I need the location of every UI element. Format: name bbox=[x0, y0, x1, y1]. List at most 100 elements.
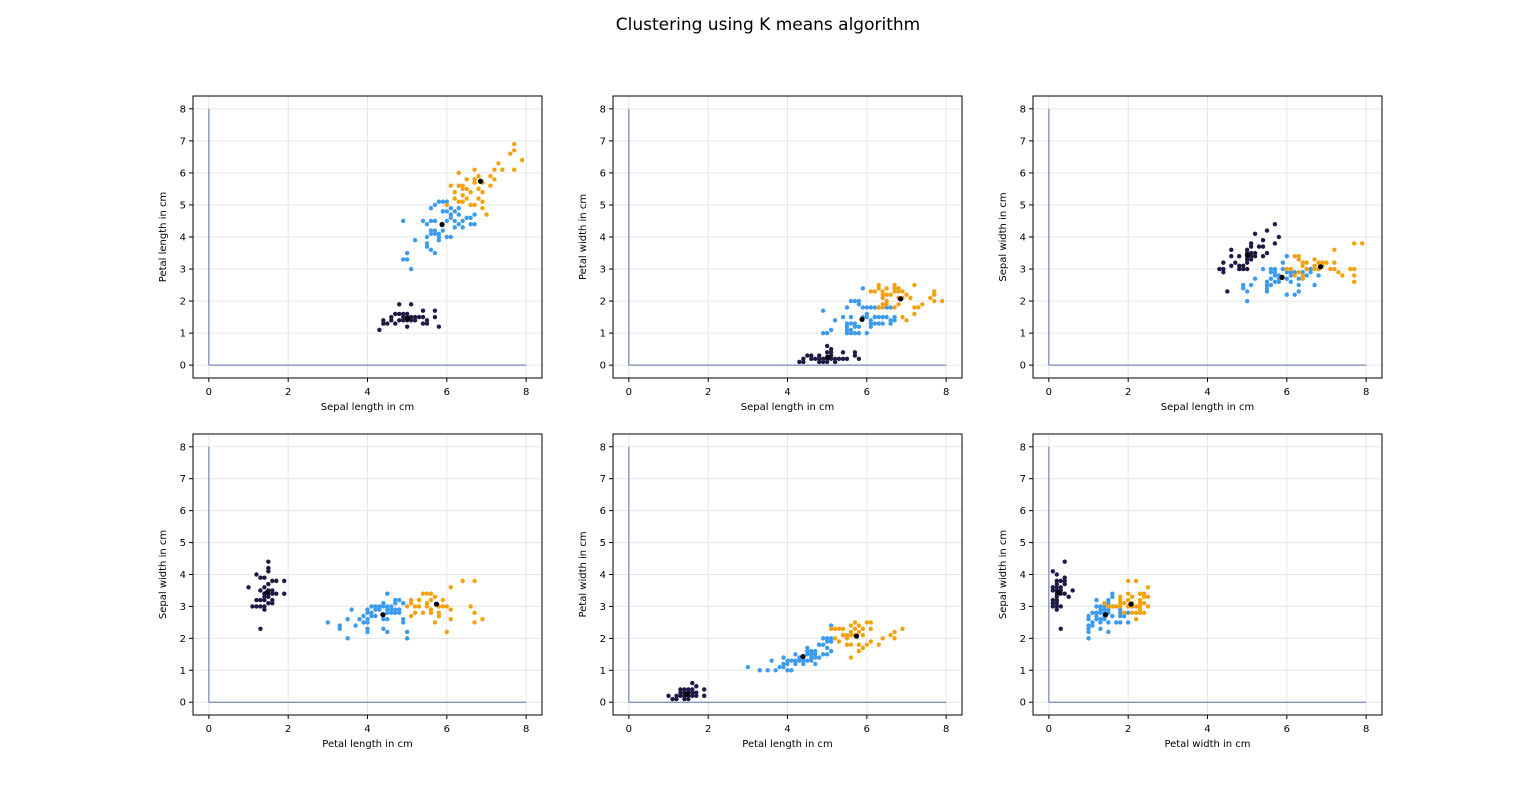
x-axis-label: Sepal length in cm bbox=[1161, 402, 1255, 413]
point-cluster-1 bbox=[365, 607, 370, 612]
point-cluster-0 bbox=[274, 578, 279, 584]
point-cluster-1 bbox=[432, 202, 438, 208]
point-cluster-2 bbox=[1118, 604, 1123, 609]
point-cluster-0 bbox=[840, 350, 846, 355]
point-cluster-1 bbox=[868, 324, 873, 329]
point-cluster-0 bbox=[690, 690, 695, 695]
point-cluster-2 bbox=[492, 177, 497, 182]
point-cluster-2 bbox=[880, 305, 885, 310]
point-cluster-0 bbox=[1054, 601, 1059, 606]
point-cluster-1 bbox=[424, 234, 430, 240]
point-cluster-2 bbox=[1125, 578, 1131, 584]
point-cluster-1 bbox=[444, 234, 450, 240]
point-cluster-2 bbox=[892, 636, 897, 641]
point-cluster-1 bbox=[436, 231, 442, 236]
point-cluster-1 bbox=[1288, 279, 1293, 285]
point-cluster-0 bbox=[1054, 597, 1059, 603]
point-cluster-1 bbox=[852, 298, 858, 304]
point-cluster-1 bbox=[1098, 626, 1103, 631]
point-cluster-1 bbox=[1284, 254, 1290, 259]
point-cluster-0 bbox=[404, 324, 410, 329]
point-cluster-2 bbox=[880, 636, 885, 641]
point-cluster-2 bbox=[1106, 604, 1111, 609]
point-cluster-1 bbox=[428, 218, 434, 224]
point-cluster-0 bbox=[797, 359, 802, 365]
point-cluster-1 bbox=[424, 244, 430, 249]
centroid-marker bbox=[1102, 612, 1109, 618]
point-cluster-2 bbox=[452, 189, 457, 195]
point-cluster-2 bbox=[844, 642, 850, 647]
point-cluster-0 bbox=[246, 585, 251, 590]
point-cluster-2 bbox=[860, 645, 866, 651]
point-cluster-1 bbox=[781, 655, 786, 660]
point-cluster-1 bbox=[389, 610, 394, 616]
point-cluster-1 bbox=[1094, 597, 1099, 603]
point-cluster-2 bbox=[888, 292, 893, 297]
point-cluster-2 bbox=[856, 629, 862, 635]
point-cluster-2 bbox=[464, 196, 469, 201]
point-cluster-2 bbox=[868, 626, 873, 631]
x-tick-label: 0 bbox=[626, 387, 632, 398]
point-cluster-1 bbox=[1264, 282, 1270, 288]
x-tick-label: 4 bbox=[364, 387, 370, 398]
x-axis-label: Petal length in cm bbox=[322, 739, 412, 750]
point-cluster-1 bbox=[428, 231, 434, 236]
point-cluster-1 bbox=[365, 610, 370, 616]
point-cluster-0 bbox=[824, 343, 830, 349]
point-cluster-1 bbox=[404, 250, 410, 256]
point-cluster-1 bbox=[777, 664, 782, 670]
point-cluster-1 bbox=[820, 308, 826, 313]
point-cluster-2 bbox=[456, 183, 461, 188]
point-cluster-2 bbox=[900, 289, 905, 294]
point-cluster-0 bbox=[250, 604, 255, 609]
point-cluster-2 bbox=[848, 632, 854, 638]
point-cluster-1 bbox=[1284, 270, 1290, 275]
point-cluster-2 bbox=[412, 604, 418, 609]
point-cluster-1 bbox=[1094, 617, 1099, 622]
point-cluster-2 bbox=[496, 161, 501, 166]
point-cluster-2 bbox=[868, 620, 873, 625]
y-tick-label: 2 bbox=[1020, 297, 1026, 308]
y-tick-label: 2 bbox=[600, 634, 606, 645]
point-cluster-1 bbox=[1264, 289, 1270, 294]
point-cluster-2 bbox=[912, 282, 917, 288]
point-cluster-2 bbox=[476, 196, 481, 201]
y-tick-label: 6 bbox=[180, 168, 186, 179]
point-cluster-2 bbox=[884, 286, 889, 291]
point-cluster-2 bbox=[440, 604, 446, 609]
y-tick-label: 3 bbox=[180, 602, 186, 613]
y-tick-label: 0 bbox=[1020, 361, 1026, 372]
centroid-marker bbox=[1056, 590, 1062, 596]
x-axis-label: Petal length in cm bbox=[742, 739, 832, 750]
point-cluster-0 bbox=[262, 597, 267, 603]
point-cluster-0 bbox=[270, 601, 275, 606]
point-cluster-1 bbox=[436, 234, 442, 240]
point-cluster-2 bbox=[1118, 597, 1123, 603]
point-cluster-0 bbox=[809, 353, 814, 358]
point-cluster-2 bbox=[1137, 607, 1143, 612]
x-tick-label: 2 bbox=[285, 387, 291, 398]
point-cluster-0 bbox=[836, 356, 842, 361]
point-cluster-2 bbox=[1102, 601, 1107, 606]
point-cluster-2 bbox=[444, 604, 450, 609]
point-cluster-0 bbox=[258, 597, 263, 603]
point-cluster-2 bbox=[888, 632, 893, 638]
point-cluster-2 bbox=[832, 626, 838, 631]
y-tick-label: 0 bbox=[600, 698, 606, 709]
point-cluster-2 bbox=[840, 626, 846, 631]
point-cluster-1 bbox=[856, 302, 862, 307]
point-cluster-1 bbox=[420, 218, 426, 224]
point-cluster-2 bbox=[436, 610, 442, 616]
point-cluster-2 bbox=[1312, 263, 1317, 269]
centroid-marker bbox=[1279, 274, 1285, 280]
y-tick-label: 4 bbox=[180, 233, 186, 244]
point-cluster-2 bbox=[908, 295, 913, 301]
point-cluster-0 bbox=[852, 350, 858, 355]
point-cluster-1 bbox=[440, 228, 446, 233]
point-cluster-2 bbox=[492, 167, 497, 172]
point-cluster-1 bbox=[1280, 266, 1286, 272]
x-tick-label: 8 bbox=[1363, 724, 1369, 735]
point-cluster-2 bbox=[420, 591, 426, 596]
point-cluster-1 bbox=[1284, 292, 1290, 297]
point-cluster-0 bbox=[262, 607, 267, 612]
